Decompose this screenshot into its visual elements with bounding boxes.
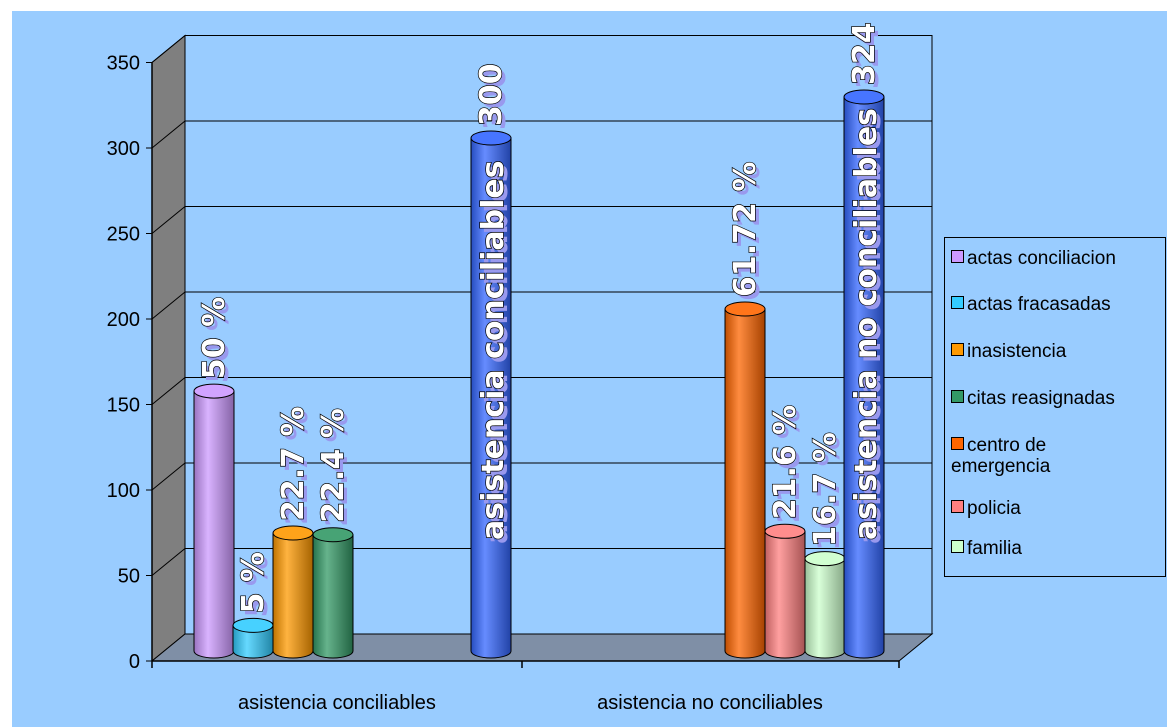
gridline-side bbox=[151, 462, 186, 491]
data-label-shadow: 300 bbox=[478, 67, 513, 130]
legend-item: inasistencia bbox=[951, 341, 1066, 362]
legend-swatch bbox=[951, 250, 964, 264]
bar-top bbox=[272, 525, 314, 541]
data-label-shadow: 22.4 % bbox=[320, 412, 355, 527]
bar-annotation: asistencia no conciliables bbox=[849, 108, 884, 540]
gridline-side bbox=[151, 548, 186, 576]
bar bbox=[470, 137, 512, 659]
legend-item: citas reasignadas bbox=[951, 388, 1115, 409]
bar-top bbox=[470, 130, 512, 146]
data-label: 22.4 % bbox=[316, 408, 351, 523]
legend-item: familia bbox=[951, 538, 1022, 559]
legend-label: familia bbox=[967, 538, 1022, 559]
y-tick-label: 0 bbox=[129, 651, 140, 673]
legend-item: centro de emergencia bbox=[951, 435, 1101, 477]
data-label-shadow: 61.72 % bbox=[732, 166, 767, 301]
x-category-label: asistencia conciliables bbox=[238, 692, 436, 714]
bar bbox=[724, 308, 766, 659]
bar bbox=[312, 534, 354, 659]
data-label: 21.6 % bbox=[768, 405, 803, 520]
bar-annotation-shadow: asistencia conciliables bbox=[480, 164, 515, 544]
bar bbox=[843, 96, 885, 659]
bar bbox=[193, 390, 235, 659]
y-tick-label: 200 bbox=[107, 309, 140, 331]
legend-label: actas fracasadas bbox=[967, 294, 1111, 315]
legend-label: citas reasignadas bbox=[967, 388, 1115, 409]
data-label-shadow: 16.7 % bbox=[812, 436, 847, 551]
bar bbox=[272, 532, 314, 659]
y-tick-label: 250 bbox=[107, 224, 140, 246]
data-label: 324 bbox=[847, 22, 882, 85]
side-wall bbox=[151, 34, 186, 663]
data-label: 50 % bbox=[197, 297, 232, 379]
data-label-shadow: 21.6 % bbox=[772, 409, 807, 524]
y-tick-label: 50 bbox=[118, 566, 140, 588]
data-label-shadow: 22.7 % bbox=[280, 410, 315, 525]
bar-annotation: asistencia conciliables bbox=[476, 160, 511, 540]
legend-swatch bbox=[951, 390, 964, 404]
bar bbox=[764, 530, 806, 659]
legend-swatch bbox=[951, 437, 964, 451]
y-tick-label: 300 bbox=[107, 138, 140, 160]
bar-top bbox=[843, 89, 885, 105]
data-label: 5 % bbox=[236, 552, 271, 613]
legend-label: policia bbox=[967, 498, 1021, 519]
bar-annotation-shadow: asistencia no conciliables bbox=[853, 112, 888, 544]
gridline-side bbox=[151, 35, 186, 63]
y-tick-label: 100 bbox=[107, 480, 140, 502]
legend-swatch bbox=[951, 540, 964, 554]
legend-item: policia bbox=[951, 498, 1021, 519]
gridline-side bbox=[151, 206, 186, 234]
bar-top bbox=[764, 523, 806, 539]
data-label-shadow: 5 % bbox=[240, 556, 275, 617]
gridline-side bbox=[151, 120, 186, 149]
legend-item: actas fracasadas bbox=[951, 294, 1111, 315]
legend-swatch bbox=[951, 500, 964, 514]
data-label: 16.7 % bbox=[808, 432, 843, 547]
legend-item: actas conciliacion bbox=[951, 248, 1116, 269]
legend: actas conciliacion actas fracasadas inasis… bbox=[944, 237, 1166, 577]
bar-top bbox=[724, 301, 766, 317]
data-label: 61.72 % bbox=[728, 162, 763, 297]
data-label-shadow: 50 % bbox=[201, 301, 236, 383]
legend-label: actas conciliacion bbox=[967, 248, 1116, 269]
bar bbox=[804, 558, 846, 659]
data-label: 300 bbox=[474, 63, 509, 126]
legend-swatch bbox=[951, 296, 964, 310]
bar-top bbox=[232, 617, 274, 633]
y-tick-label: 150 bbox=[107, 395, 140, 417]
gridline-side bbox=[151, 291, 186, 320]
bar-top bbox=[312, 527, 354, 543]
legend-label: centro de emergencia bbox=[951, 435, 1051, 477]
data-label: 22.7 % bbox=[276, 406, 311, 521]
y-tick-label: 350 bbox=[107, 53, 140, 75]
gridline-side bbox=[151, 377, 186, 405]
data-label-shadow: 324 bbox=[851, 26, 886, 89]
bar-top bbox=[804, 551, 846, 567]
legend-label: inasistencia bbox=[967, 341, 1067, 362]
bar-top bbox=[193, 383, 235, 399]
legend-swatch bbox=[951, 343, 964, 357]
x-category-label: asistencia no conciliables bbox=[597, 692, 823, 714]
